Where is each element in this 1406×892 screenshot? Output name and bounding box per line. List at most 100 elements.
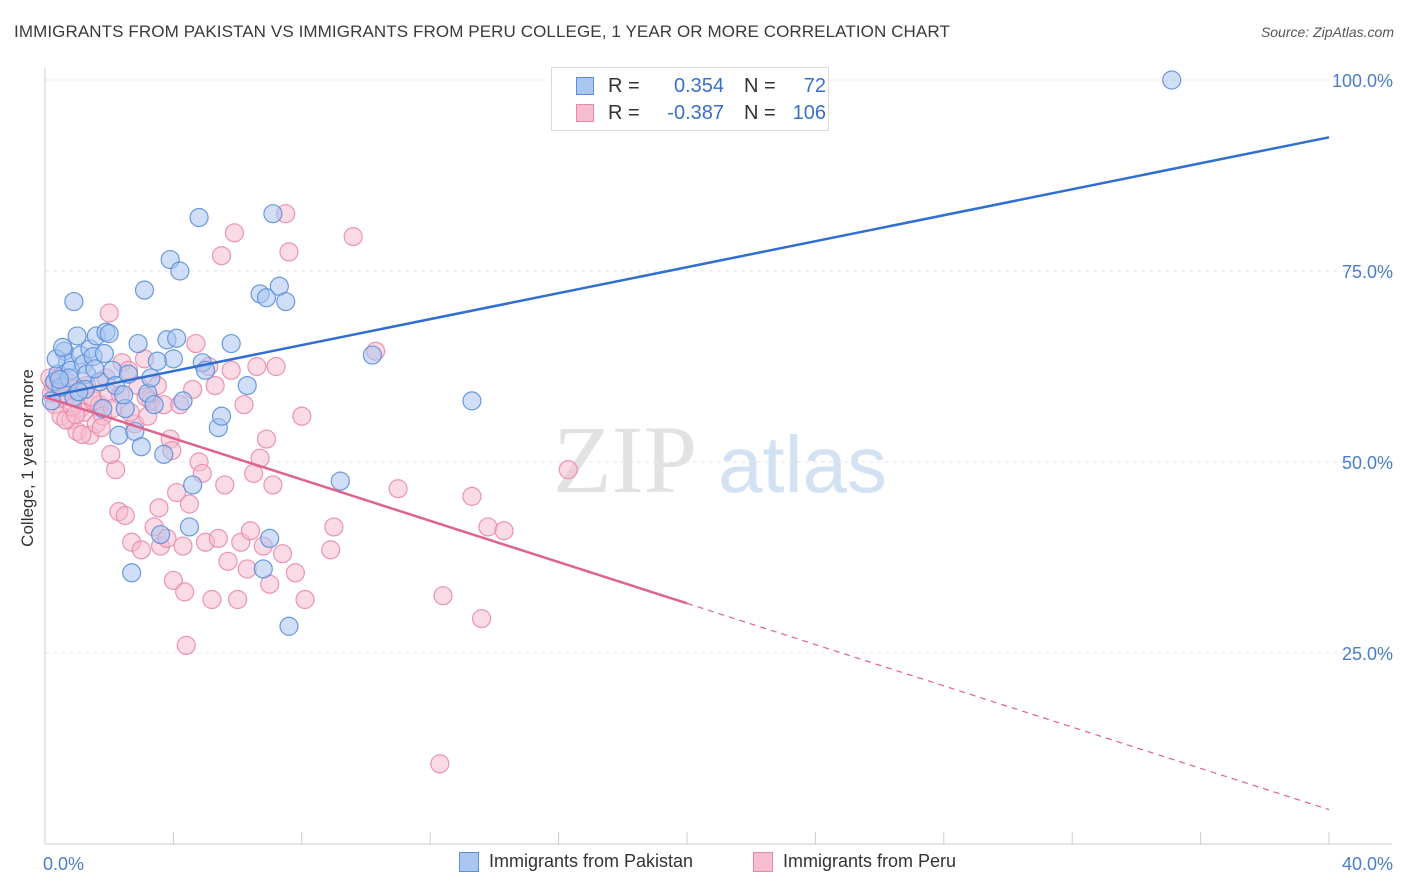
peru-point	[324, 517, 344, 537]
pakistan-point	[279, 616, 299, 636]
pakistan-point	[211, 406, 232, 426]
peru-point	[202, 589, 222, 610]
peru-point	[215, 475, 235, 495]
peru-trendline	[44, 395, 688, 605]
peru-point	[279, 242, 299, 262]
peru-point	[149, 498, 169, 518]
y-tick-label: 25.0%	[1342, 644, 1393, 664]
peru-point	[494, 521, 514, 541]
peru-point	[218, 551, 238, 571]
peru-point	[558, 460, 578, 480]
gridlines	[45, 79, 1392, 654]
peru-point	[240, 521, 261, 541]
peru-point	[131, 540, 151, 560]
peru-point	[430, 754, 450, 774]
peru-point	[321, 540, 341, 560]
peru-point	[221, 360, 241, 380]
peru-point	[163, 570, 183, 591]
pakistan-point	[167, 328, 187, 348]
y-tick-labels: 25.0% 50.0% 75.0% 100.0%	[1332, 71, 1393, 664]
pakistan-point	[99, 324, 119, 344]
peru-point	[285, 563, 305, 583]
peru-point	[176, 635, 196, 655]
x-tick-min: 0.0%	[43, 854, 84, 874]
axes	[44, 68, 1392, 845]
watermark-zip: ZIP	[553, 406, 697, 513]
pakistan-point	[150, 524, 171, 545]
legend-swatch-pakistan	[576, 77, 594, 95]
pakistan-point	[53, 337, 73, 357]
peru-point	[247, 356, 267, 377]
peru-point	[388, 479, 408, 499]
pakistan-points	[41, 70, 1182, 636]
pakistan-point	[122, 563, 142, 583]
peru-point	[115, 505, 135, 526]
pakistan-point	[94, 343, 114, 364]
peru-point	[462, 486, 482, 506]
peru-point	[179, 494, 200, 514]
pakistan-point	[114, 385, 134, 405]
peru-point	[295, 589, 315, 610]
watermark-atlas: atlas	[718, 420, 887, 509]
pakistan-point	[131, 437, 151, 457]
pakistan-point	[170, 261, 190, 281]
peru-point	[272, 544, 293, 564]
y-tick-label: 100.0%	[1332, 71, 1393, 91]
pakistan-point	[173, 391, 193, 411]
bottom-legend-swatch-peru	[753, 851, 773, 872]
pakistan-point	[221, 333, 241, 354]
legend-r-label: R =	[608, 74, 640, 97]
legend-n-peru: 106	[792, 101, 826, 124]
pakistan-trendline	[44, 136, 1330, 399]
peru-point	[228, 589, 248, 610]
bottom-legend-swatch-pakistan	[459, 851, 479, 872]
pakistan-point	[134, 280, 155, 300]
peru-point	[175, 582, 195, 602]
x-tick-max: 40.0%	[1342, 854, 1393, 874]
correlation-legend: R = 0.354 N = 72 R = -0.387 N = 106	[551, 67, 829, 131]
pakistan-point	[1162, 70, 1182, 90]
legend-r-label: R =	[608, 101, 640, 124]
pakistan-point	[256, 288, 277, 308]
peru-point	[101, 444, 121, 464]
pakistan-point	[179, 517, 200, 537]
bottom-legend-label-pakistan: Immigrants from Pakistan	[489, 851, 694, 871]
pakistan-point	[64, 291, 84, 312]
pakistan-point	[147, 351, 167, 371]
peru-point	[433, 586, 453, 606]
pakistan-point	[128, 333, 148, 354]
pakistan-point	[260, 528, 280, 549]
pakistan-point	[253, 559, 273, 579]
peru-point	[167, 482, 187, 503]
peru-point	[173, 536, 193, 556]
peru-point	[266, 356, 286, 377]
y-tick-label: 50.0%	[1342, 453, 1393, 473]
peru-point	[234, 395, 254, 415]
source-label: Source: ZipAtlas.com	[1260, 24, 1394, 40]
pakistan-point	[183, 475, 203, 495]
pakistan-point	[263, 204, 283, 224]
legend-n-label: N =	[744, 74, 776, 97]
pakistan-point	[144, 395, 164, 415]
peru-points	[40, 204, 578, 774]
legend-r-pakistan: 0.354	[673, 74, 724, 97]
trendlines	[44, 136, 1330, 811]
peru-trendline-extension	[686, 602, 1330, 811]
pakistan-point	[330, 471, 350, 491]
peru-point	[292, 406, 312, 426]
peru-point	[211, 246, 232, 266]
pakistan-point	[49, 369, 70, 390]
chart-title: IMMIGRANTS FROM PAKISTAN VS IMMIGRANTS F…	[14, 22, 950, 41]
pakistan-point	[362, 345, 383, 365]
legend-r-peru: -0.387	[667, 101, 724, 124]
pakistan-point	[67, 326, 87, 346]
pakistan-point	[189, 207, 209, 228]
pakistan-point	[109, 425, 129, 445]
pakistan-point	[462, 391, 482, 411]
peru-point	[208, 528, 228, 549]
peru-point	[91, 418, 111, 438]
peru-point	[478, 517, 498, 537]
pakistan-point	[163, 349, 183, 369]
legend-row-pakistan: R = 0.354 N = 72	[576, 74, 826, 98]
